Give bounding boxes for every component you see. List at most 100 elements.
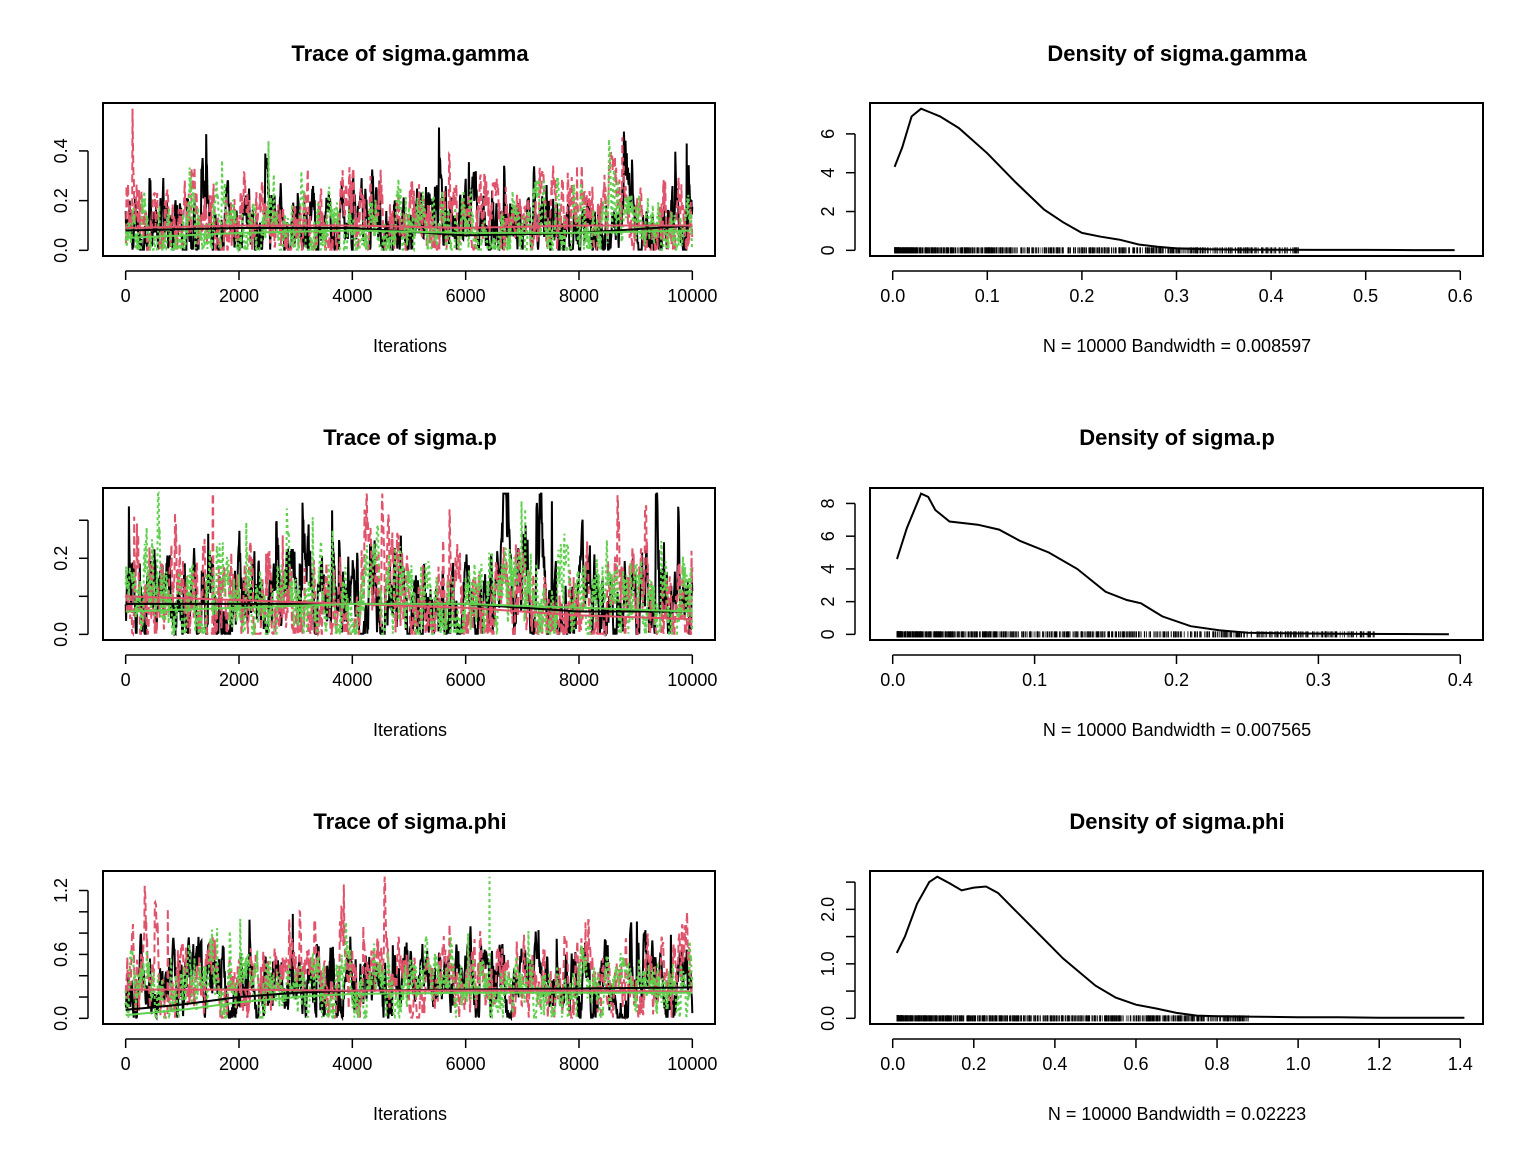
y-tick-label: 2.0: [818, 897, 838, 922]
x-tick-label: 0.3: [1164, 286, 1189, 306]
data-layer: [124, 108, 694, 254]
panel-density-sigma-phi: Density of sigma.phi N = 10000 Bandwidth…: [1048, 809, 1306, 1124]
y-tick-label: 4: [818, 564, 838, 574]
y-tick-label: 0.0: [51, 1006, 71, 1031]
x-tick-label: 0: [121, 670, 131, 690]
trace-chain-3: [124, 490, 694, 636]
x-tick-label: 10000: [667, 1054, 717, 1074]
x-tick-label: 8000: [559, 670, 599, 690]
y-tick-label: 0.4: [51, 138, 71, 163]
x-tick-label: 2000: [219, 670, 259, 690]
data-layer: [893, 107, 1455, 254]
smooth-line-chain-2: [125, 224, 693, 230]
x-axis-label: N = 10000 Bandwidth = 0.008597: [1043, 336, 1311, 356]
panel-trace-sigma-p: Trace of sigma.p Iterations: [323, 425, 497, 740]
plot-frame: [869, 870, 1484, 1025]
x-tick-label: 2000: [219, 1054, 259, 1074]
plot-area-4: 0 2000 4000 6000 8000 10000 0.0 0.6 1.2: [51, 870, 717, 1074]
density-curve: [896, 492, 1449, 636]
x-tick-label: 0.6: [1448, 286, 1473, 306]
x-tick-label: 4000: [332, 286, 372, 306]
x-tick-label: 10000: [667, 286, 717, 306]
x-tick-label: 0.4: [1448, 670, 1473, 690]
smooth-line-chain-2: [125, 988, 693, 993]
plot-area-2: 0 2000 4000 6000 8000 10000 0.0 0.2: [51, 487, 717, 690]
chart-title: Trace of sigma.p: [323, 425, 497, 450]
plot-frame: [869, 102, 1484, 257]
plot-area-0: 0 2000 4000 6000 8000 10000 0.0 0.2 0.4: [51, 102, 717, 306]
x-tick-label: 0.5: [1353, 286, 1378, 306]
density-curve: [895, 875, 1465, 1019]
x-tick-label: 4000: [332, 670, 372, 690]
x-tick-label: 1.2: [1367, 1054, 1392, 1074]
chart-title: Trace of sigma.phi: [313, 809, 506, 834]
y-tick-label: 0.2: [51, 188, 71, 213]
panel-trace-sigma-gamma: Trace of sigma.gamma Iterations: [291, 41, 529, 356]
plot-area-5: 0.0 0.2 0.4 0.6 0.8 1.0 1.2 1.4 0.0 1.0 2.0: [818, 870, 1484, 1074]
y-tick-label: 0.0: [51, 238, 71, 263]
y-tick-label: 2: [818, 207, 838, 217]
smooth-line-chain-3: [125, 602, 693, 613]
x-tick-label: 0.1: [1022, 670, 1047, 690]
x-tick-label: 1.0: [1286, 1054, 1311, 1074]
x-tick-label: 6000: [446, 286, 486, 306]
x-tick-label: 0.4: [1259, 286, 1284, 306]
x-axis-label: N = 10000 Bandwidth = 0.007565: [1043, 720, 1311, 740]
plot-frame: [102, 102, 716, 257]
data-layer: [895, 875, 1465, 1022]
y-tick-label: 6: [818, 531, 838, 541]
x-tick-label: 4000: [332, 1054, 372, 1074]
x-tick-label: 6000: [446, 1054, 486, 1074]
x-tick-label: 10000: [667, 670, 717, 690]
y-tick-label: 1.2: [51, 878, 71, 903]
y-tick-label: 2: [818, 597, 838, 607]
chart-title: Density of sigma.gamma: [1047, 41, 1307, 66]
trace-chain-2: [124, 492, 694, 638]
panel-density-sigma-gamma: Density of sigma.gamma N = 10000 Bandwid…: [1043, 41, 1311, 356]
x-tick-label: 0.2: [1164, 670, 1189, 690]
data-layer: [124, 876, 694, 1022]
plot-frame: [869, 487, 1484, 641]
panel-trace-sigma-phi: Trace of sigma.phi Iterations: [313, 809, 506, 1124]
y-tick-label: 0.0: [818, 1006, 838, 1031]
x-tick-label: 0.2: [1069, 286, 1094, 306]
x-tick-label: 0: [121, 1054, 131, 1074]
x-tick-label: 8000: [559, 1054, 599, 1074]
x-axis-label: Iterations: [373, 720, 447, 740]
x-tick-label: 0.4: [1042, 1054, 1067, 1074]
density-curve: [893, 107, 1455, 252]
x-tick-label: 0.8: [1205, 1054, 1230, 1074]
y-tick-label: 0.6: [51, 942, 71, 967]
chart-title: Trace of sigma.gamma: [291, 41, 529, 66]
x-axis-label: N = 10000 Bandwidth = 0.02223: [1048, 1104, 1306, 1124]
x-tick-label: 0.0: [880, 1054, 905, 1074]
x-tick-label: 0.3: [1306, 670, 1331, 690]
x-axis-label: Iterations: [373, 336, 447, 356]
data-layer: [124, 490, 694, 638]
x-tick-label: 6000: [446, 670, 486, 690]
x-tick-label: 2000: [219, 286, 259, 306]
plot-frame: [102, 870, 716, 1025]
y-tick-label: 0: [818, 245, 838, 255]
data-layer: [896, 492, 1449, 638]
trace-chain-3: [124, 876, 694, 1022]
x-tick-label: 0.6: [1123, 1054, 1148, 1074]
x-tick-label: 0.1: [975, 286, 1000, 306]
y-tick-label: 4: [818, 168, 838, 178]
y-tick-label: 6: [818, 129, 838, 139]
x-tick-label: 0: [121, 286, 131, 306]
x-tick-label: 1.4: [1448, 1054, 1473, 1074]
x-axis-label: Iterations: [373, 1104, 447, 1124]
y-tick-label: 8: [818, 498, 838, 508]
y-tick-label: 1.0: [818, 951, 838, 976]
chart-title: Density of sigma.phi: [1069, 809, 1284, 834]
x-tick-label: 0.2: [961, 1054, 986, 1074]
x-tick-label: 0.0: [880, 286, 905, 306]
y-tick-label: 0.2: [51, 546, 71, 571]
plot-frame: [102, 487, 716, 641]
trace-chain-3: [124, 139, 694, 254]
x-tick-label: 0.0: [880, 670, 905, 690]
x-tick-label: 8000: [559, 286, 599, 306]
plot-area-1: 0.0 0.1 0.2 0.3 0.4 0.5 0.6 0 2 4 6: [818, 102, 1484, 306]
